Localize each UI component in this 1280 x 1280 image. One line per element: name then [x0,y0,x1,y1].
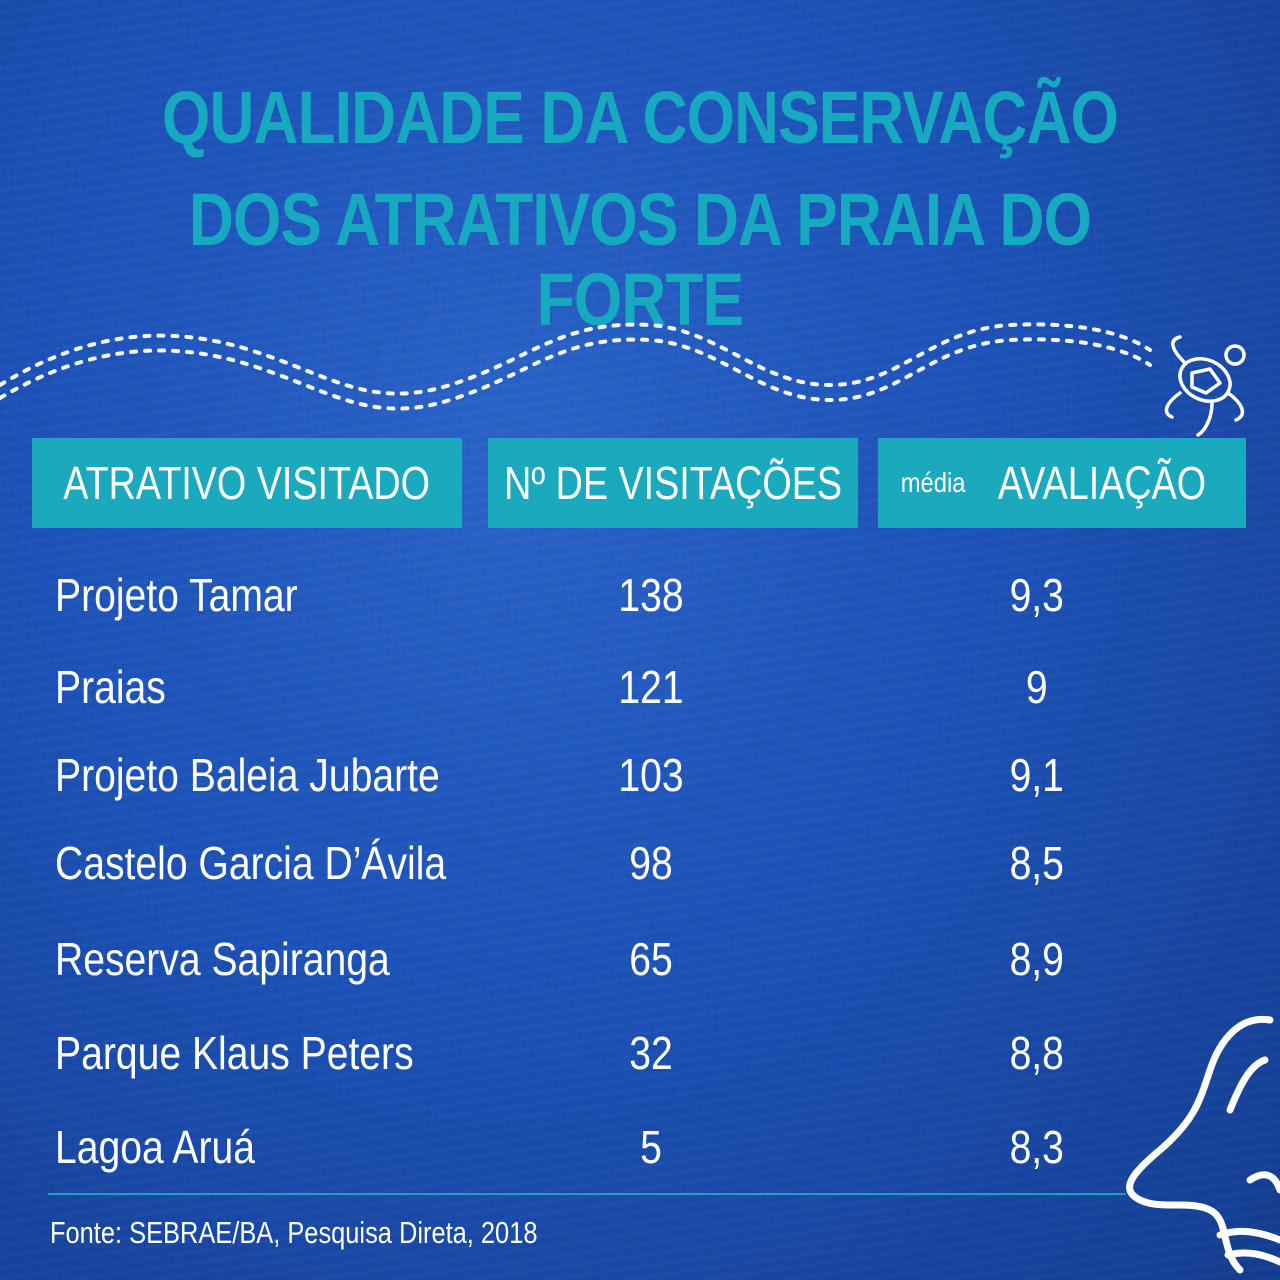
average-rating: 8,5 [1009,837,1064,889]
visit-count: 32 [629,1027,673,1079]
table-divider [48,1193,1126,1195]
header-rating-label: AVALIAÇÃO [998,457,1207,509]
table-row: Castelo Garcia D’Ávila 98 8,5 [0,828,1280,898]
visit-count: 138 [618,569,684,621]
attraction-name: Projeto Tamar [55,569,298,621]
table-row: Reserva Sapiranga 65 8,9 [0,924,1280,994]
attraction-name: Praias [55,661,166,713]
average-rating: 8,8 [1009,1027,1064,1079]
visit-count: 121 [618,661,684,713]
source-note: Fonte: SEBRAE/BA, Pesquisa Direta, 2018 [50,1215,538,1250]
table-row: Projeto Tamar 138 9,3 [0,560,1280,630]
turtle-flipper-icon [1126,1015,1280,1274]
table-row: Praias 121 9 [0,652,1280,722]
visit-count: 98 [629,837,673,889]
attraction-name: Reserva Sapiranga [55,933,390,985]
header-attraction-label: ATRATIVO VISITADO [63,457,431,509]
visit-count: 5 [640,1121,662,1173]
header-rating-qualifier: média [900,467,966,498]
average-rating: 9 [1025,661,1048,713]
table-row: Parque Klaus Peters 32 8,8 [0,1018,1280,1088]
turtle-track-icon [0,322,1152,411]
attraction-name: Parque Klaus Peters [55,1027,414,1079]
average-rating: 8,3 [1009,1121,1064,1173]
attraction-name: Projeto Baleia Jubarte [55,749,440,801]
average-rating: 9,1 [1009,749,1064,801]
visit-count: 65 [629,933,673,985]
table-row: Lagoa Aruá 5 8,3 [0,1112,1280,1182]
header-attraction: ATRATIVO VISITADO [32,438,462,528]
header-visits-label: Nº DE VISITAÇÕES [504,457,842,509]
header-rating: média AVALIAÇÃO [878,438,1246,528]
visit-count: 103 [618,749,684,801]
average-rating: 8,9 [1009,933,1064,985]
title-line-1: QUALIDADE DA CONSERVAÇÃO [161,76,1119,159]
attraction-name: Castelo Garcia D’Ávila [55,837,447,889]
average-rating: 9,3 [1009,569,1064,621]
title-line-2: DOS ATRATIVOS DA PRAIA DO FORTE [188,178,1092,341]
attraction-name: Lagoa Aruá [55,1121,256,1173]
table-row: Projeto Baleia Jubarte 103 9,1 [0,740,1280,810]
header-visits: Nº DE VISITAÇÕES [488,438,858,528]
turtle-icon [1164,335,1246,437]
